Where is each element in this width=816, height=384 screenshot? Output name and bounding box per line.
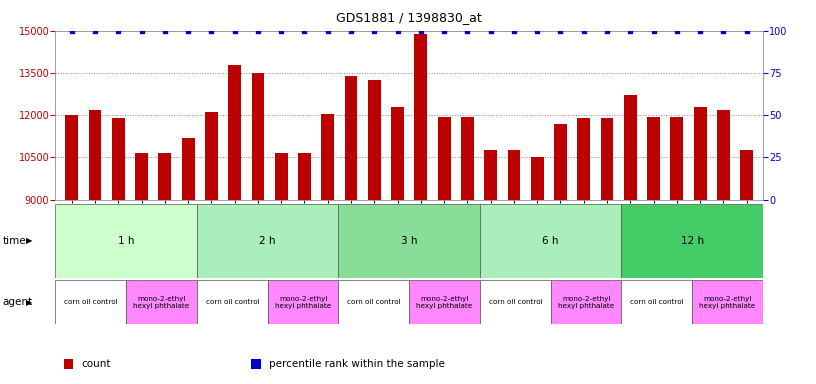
Point [530, 28, 543, 34]
Point [554, 28, 567, 34]
Bar [391, 107, 404, 200]
Point [275, 28, 288, 34]
Text: mono-2-ethyl
hexyl phthalate: mono-2-ethyl hexyl phthalate [275, 296, 331, 309]
Point [112, 28, 125, 34]
Point [437, 28, 450, 34]
Text: mono-2-ethyl
hexyl phthalate: mono-2-ethyl hexyl phthalate [699, 296, 756, 309]
Point [391, 28, 404, 34]
Point [368, 28, 381, 34]
Point [88, 28, 101, 34]
Text: corn oil control: corn oil control [64, 300, 118, 305]
Bar [461, 117, 474, 200]
Point [251, 28, 264, 34]
Bar [647, 117, 660, 200]
Text: mono-2-ethyl
hexyl phthalate: mono-2-ethyl hexyl phthalate [134, 296, 190, 309]
Point [740, 28, 753, 34]
Bar [268, 280, 339, 324]
Text: GDS1881 / 1398830_at: GDS1881 / 1398830_at [336, 12, 482, 25]
Bar [624, 96, 636, 200]
Point [601, 28, 614, 34]
Bar [298, 153, 311, 200]
Point [228, 28, 242, 34]
Text: 1 h: 1 h [118, 236, 135, 246]
Bar [578, 118, 590, 200]
Bar [551, 280, 622, 324]
Point [205, 28, 218, 34]
Bar [135, 153, 148, 200]
Point [182, 28, 195, 34]
Text: mono-2-ethyl
hexyl phthalate: mono-2-ethyl hexyl phthalate [416, 296, 472, 309]
Bar [65, 115, 78, 200]
Bar [339, 280, 409, 324]
Point [670, 28, 683, 34]
Text: 3 h: 3 h [401, 236, 418, 246]
Text: ▶: ▶ [26, 298, 33, 307]
Bar [480, 204, 622, 278]
Text: corn oil control: corn oil control [347, 300, 401, 305]
Bar [55, 280, 126, 324]
Bar [182, 138, 194, 200]
Point [647, 28, 660, 34]
Bar [554, 124, 567, 200]
Text: agent: agent [2, 297, 33, 308]
Bar [275, 153, 287, 200]
Bar [368, 80, 381, 200]
Bar [531, 157, 543, 200]
Point [322, 28, 335, 34]
Bar [112, 118, 125, 200]
Point [717, 28, 730, 34]
Text: 6 h: 6 h [543, 236, 559, 246]
Bar [228, 65, 241, 200]
Point [694, 28, 707, 34]
Bar [508, 151, 521, 200]
Bar [89, 109, 101, 200]
Text: mono-2-ethyl
hexyl phthalate: mono-2-ethyl hexyl phthalate [558, 296, 614, 309]
Point [298, 28, 311, 34]
Text: corn oil control: corn oil control [630, 300, 684, 305]
Bar [339, 204, 480, 278]
Bar [484, 151, 497, 200]
Bar [480, 280, 551, 324]
Bar [622, 204, 763, 278]
Text: percentile rank within the sample: percentile rank within the sample [269, 359, 446, 369]
Text: ▶: ▶ [26, 237, 33, 245]
Point [508, 28, 521, 34]
Point [415, 28, 428, 34]
Bar [344, 76, 357, 200]
Point [135, 28, 149, 34]
Bar [197, 204, 339, 278]
Bar [437, 117, 450, 200]
Bar [197, 280, 268, 324]
Bar [692, 280, 763, 324]
Bar [740, 151, 753, 200]
Text: count: count [82, 359, 111, 369]
Bar [251, 73, 264, 200]
Point [344, 28, 357, 34]
Bar [694, 107, 707, 200]
Bar [158, 153, 171, 200]
Point [461, 28, 474, 34]
Text: 12 h: 12 h [681, 236, 703, 246]
Point [577, 28, 590, 34]
Bar [415, 33, 428, 200]
Bar [671, 117, 683, 200]
Bar [601, 118, 614, 200]
Bar [622, 280, 692, 324]
Bar [55, 204, 197, 278]
Bar [409, 280, 480, 324]
Bar [205, 113, 218, 200]
Bar [126, 280, 197, 324]
Text: corn oil control: corn oil control [206, 300, 259, 305]
Point [623, 28, 636, 34]
Point [158, 28, 171, 34]
Text: 2 h: 2 h [259, 236, 276, 246]
Point [484, 28, 497, 34]
Point [65, 28, 78, 34]
Bar [717, 109, 730, 200]
Text: corn oil control: corn oil control [489, 300, 542, 305]
Text: time: time [2, 236, 26, 246]
Bar [322, 114, 335, 200]
